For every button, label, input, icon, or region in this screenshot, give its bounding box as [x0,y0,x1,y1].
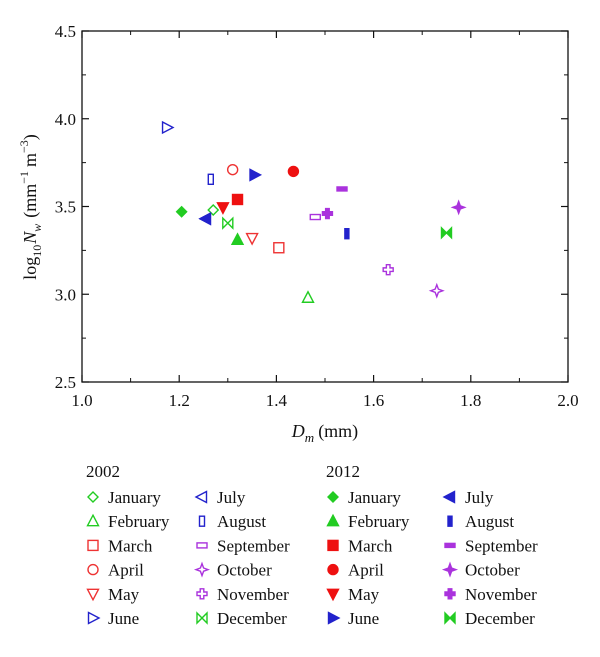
data-point-2012-march [231,193,244,206]
legend-label-2002-march: March [108,536,153,555]
y-tick-label: 2.5 [55,373,76,392]
legend-label-2012-may: May [348,585,380,604]
legend-label-2012-july: July [465,488,494,507]
legend-marker-2012-february [326,513,340,527]
data-point-2012-january [175,205,188,218]
legend-marker-2012-december [444,611,456,625]
legend-marker-2012-january [327,491,339,503]
x-axis-label: Dm (mm) [291,421,358,445]
data-point-2012-may [216,202,230,215]
legend-label-2002-july: July [217,488,246,507]
data-point-2012-december [440,226,453,240]
legend-label-2012-february: February [348,512,410,531]
y-tick-label: 3.0 [55,285,76,304]
y-tick-label: 4.0 [55,110,76,129]
legend-marker-2002-october [193,561,211,578]
x-tick-label: 2.0 [557,391,578,410]
legend-marker-2002-april [87,563,99,576]
legend-marker-2002-march [87,539,99,552]
data-points [161,120,467,303]
data-point-2012-november [321,207,334,220]
legend-marker-2002-september [196,542,208,549]
legend-label-2002-may: May [108,585,140,604]
legend-label-2012-january: January [348,488,401,507]
data-point-2012-july [198,212,212,226]
legend-marker-2002-june [87,611,101,625]
legend-label-2002-october: October [217,561,272,580]
legend-marker-2002-november [196,588,208,600]
legend-marker-2002-december [196,611,208,625]
data-point-2012-february [230,232,245,246]
legend-marker-2012-june [327,611,341,625]
data-point-2002-february [301,290,315,303]
legend-label-2002-december: December [217,609,287,628]
data-point-2002-may [245,232,259,246]
data-point-2002-april [226,163,239,176]
data-point-2002-november [382,263,394,276]
data-point-2012-april [287,165,300,178]
y-tick-label: 3.5 [55,198,76,217]
x-tick-label: 1.2 [169,391,190,410]
legend-marker-2002-february [86,513,100,527]
data-point-2012-august [344,228,350,240]
legend-marker-2012-october [441,561,459,578]
x-tick-label: 1.6 [363,391,384,410]
legend-label-2012-april: April [348,561,384,580]
data-point-2012-september [336,186,348,192]
x-tick-label: 1.4 [266,391,288,410]
legend-marker-2012-july [442,490,456,504]
x-tick-label: 1.0 [71,391,92,410]
legend-label-2012-june: June [348,609,379,628]
data-point-2002-june [161,120,175,135]
legend-label-2002-april: April [108,561,144,580]
data-point-2002-september [309,213,321,221]
legend-group-2012: 2012 [326,462,360,481]
legend-label-2002-january: January [108,488,161,507]
plot-frame [81,30,569,383]
legend-marker-2012-may [326,588,340,602]
data-point-2002-march [273,242,285,254]
legend-marker-2012-august [447,515,453,527]
legend-group-2002: 2002 [86,462,120,481]
legend-marker-2002-august [198,515,206,527]
axis-ticks: 1.0 1.2 1.4 1.6 1.8 2.0 2.5 3.0 3.5 4.0 4.5 [55,22,579,410]
legend-label-2002-september: September [217,536,290,555]
legend-marker-2012-march [327,539,339,552]
data-point-2002-january [207,204,220,216]
legend-marker-2012-april [327,563,339,576]
legend-label-2012-october: October [465,561,520,580]
y-axis-label: log10Nw(mm−1m−3) [17,134,44,280]
legend-label-2012-august: August [465,512,514,531]
legend-label-2002-february: February [108,512,170,531]
legend: 2002 2012 January February March April May June… [86,462,538,628]
legend-label-2012-december: December [465,609,535,628]
x-tick-label: 1.8 [460,391,481,410]
legend-label-2002-august: August [217,512,266,531]
legend-label-2012-september: September [465,536,538,555]
data-point-2002-december [222,216,234,230]
legend-marker-2012-november [444,588,456,600]
legend-marker-2012-september [444,542,456,549]
data-point-2012-october [450,199,467,216]
legend-label-2012-march: March [348,536,393,555]
data-point-2002-august [207,173,214,185]
legend-marker-2002-january [87,491,99,503]
legend-label-2002-november: November [217,585,289,604]
data-point-2002-october [428,282,445,299]
legend-marker-2002-may [86,588,100,602]
legend-marker-2002-july [194,490,208,504]
legend-label-2012-november: November [465,585,537,604]
legend-label-2002-june: June [108,609,139,628]
y-tick-label: 4.5 [55,22,76,41]
data-point-2012-june [249,168,263,182]
